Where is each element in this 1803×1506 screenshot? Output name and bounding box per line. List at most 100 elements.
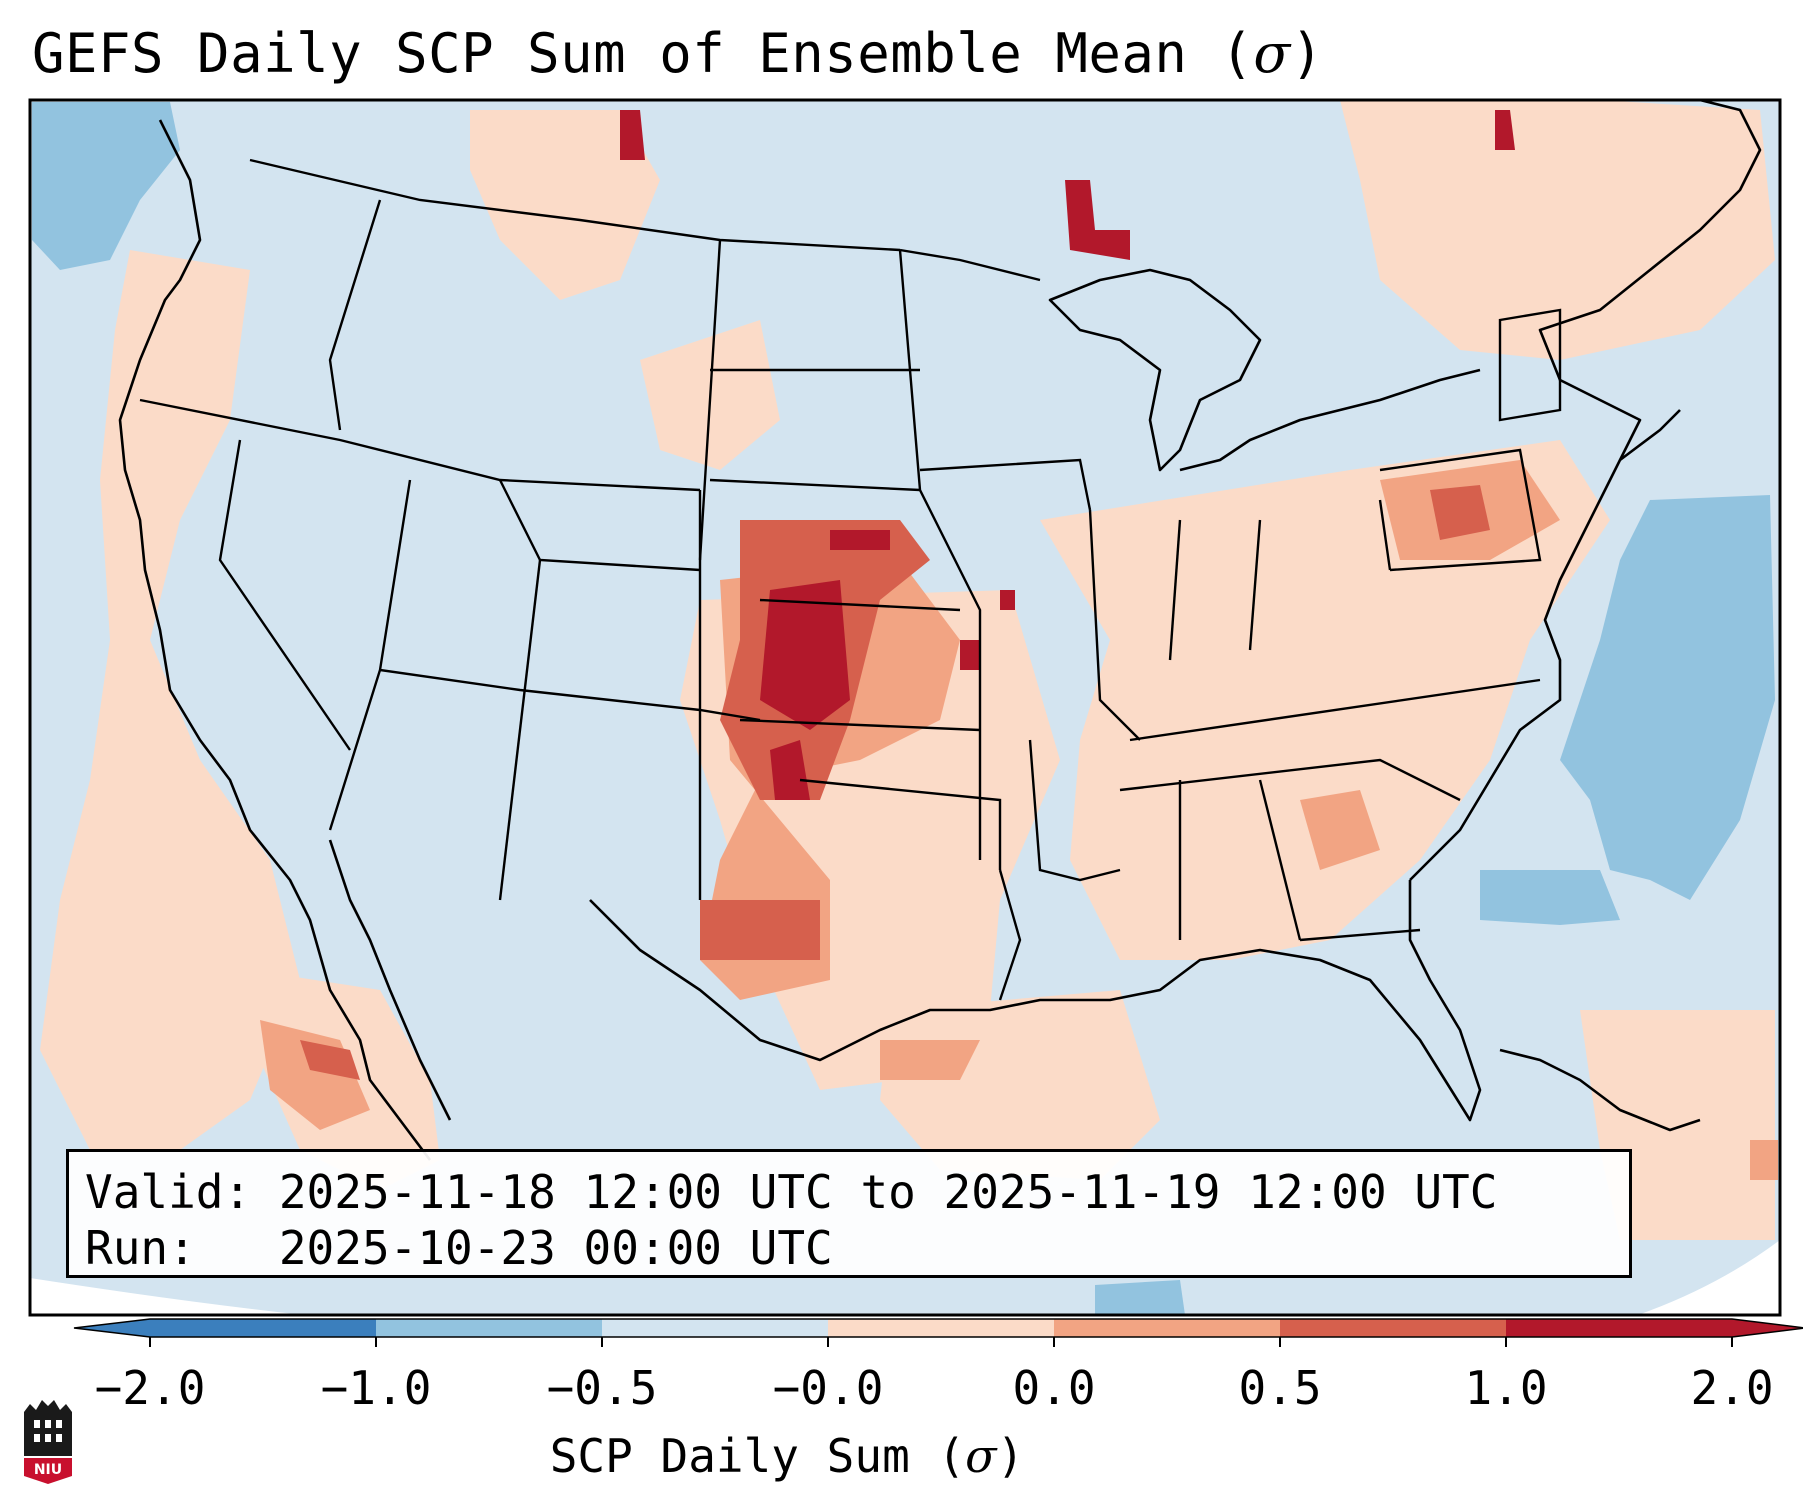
patch-west-coast (40, 250, 300, 1150)
patch-missouri-core-2 (1000, 590, 1015, 610)
niu-logo: NIU (24, 1400, 72, 1484)
four-corners-line (379, 668, 761, 722)
ia-north (919, 458, 1092, 511)
patch-missouri-core (960, 640, 980, 670)
colorbar-label: SCP Daily Sum (σ) (550, 1428, 1025, 1484)
patch-alberta-core (620, 110, 645, 160)
run-line: Run: 2025-10-23 00:00 UTC (85, 1221, 833, 1275)
colorbar-segment (1280, 1319, 1507, 1337)
ks-ok-line (739, 718, 981, 732)
patch-caribbean (1095, 1280, 1185, 1315)
tick-label: 0.5 (1238, 1361, 1322, 1415)
indiana-line (1168, 519, 1182, 661)
valid-line: Valid: 2025-11-18 12:00 UTC to 2025-11-1… (85, 1165, 1498, 1219)
tick-label: 2.0 (1690, 1361, 1774, 1415)
colorbar-label-close: ) (996, 1429, 1025, 1483)
patch-quebec-core (1495, 110, 1515, 150)
cuba-outline (1499, 1048, 1701, 1132)
patch-northeast-canada (1340, 100, 1775, 360)
colorbar (73, 1318, 1803, 1347)
patch-atlantic (1560, 495, 1775, 900)
tick-label: −0.0 (772, 1361, 884, 1415)
patch-sonora (260, 1020, 370, 1130)
colorbar-ticks (149, 1337, 1733, 1347)
chart-title: GEFS Daily SCP Sum of Ensemble Mean (σ) (32, 22, 1324, 86)
patch-gulf (880, 990, 1160, 1180)
patch-caribbean-small (1750, 1140, 1778, 1180)
patch-montana (470, 110, 660, 300)
map-frame (28, 98, 1782, 1317)
dakota-west (698, 239, 722, 561)
colorbar-segment (150, 1319, 377, 1337)
patch-sonora-core (300, 1040, 360, 1080)
state-boundaries (139, 158, 1562, 1001)
al-ga-line (1258, 779, 1302, 941)
idaho-west (328, 199, 382, 431)
tn-nc-north (1129, 678, 1541, 742)
patch-texas-coast (880, 1040, 980, 1080)
patch-georgia (1300, 790, 1380, 870)
colorbar-segment (376, 1319, 603, 1337)
pa-west (1378, 499, 1392, 571)
patch-atlantic-south (1480, 870, 1620, 925)
new-england-box (1498, 308, 1562, 422)
ohio-line (1248, 519, 1262, 651)
patch-ontario-core (1065, 180, 1130, 260)
colorbar-label-text: SCP Daily Sum ( (549, 1429, 966, 1483)
tick-label: −1.0 (320, 1361, 432, 1415)
pacific-coastline (118, 119, 432, 1161)
ok-tx-line (799, 778, 1002, 870)
title-close: ) (1290, 22, 1324, 85)
patch-pacific-nw (32, 102, 180, 270)
tick-label: −2.0 (94, 1361, 206, 1415)
colorbar-extend-max (1732, 1319, 1803, 1337)
nevada-border (218, 439, 351, 751)
validity-info-box: Valid: 2025-11-18 12:00 UTC to 2025-11-1… (66, 1149, 1632, 1278)
northeast-coastline (1538, 100, 1762, 461)
patch-pa-core (1430, 485, 1490, 540)
patch-west-texas (700, 900, 820, 960)
canada-border-west (249, 158, 901, 252)
patch-east (1040, 440, 1610, 960)
logo-badge (24, 1458, 72, 1484)
colorbar-segment (1054, 1319, 1281, 1337)
baja-east-coast (328, 839, 452, 1121)
ne-ks-line (759, 598, 961, 612)
tick-label: 1.0 (1464, 1361, 1548, 1415)
great-lakes-upper (1048, 268, 1262, 472)
arkansas-line (1028, 739, 1121, 882)
title-text: GEFS Daily SCP Sum of Ensemble Mean ( (32, 22, 1254, 85)
patch-kansas-core (760, 580, 850, 730)
map-panel (30, 100, 1780, 1315)
sd-ne-line (709, 478, 921, 492)
gulf-coastline (589, 880, 1482, 1122)
colorbar-extend-min (74, 1319, 150, 1337)
positive-anomaly-max (620, 110, 1515, 800)
tn-south (1119, 758, 1461, 802)
fl-north (1299, 928, 1421, 942)
pennsylvania-box (1379, 448, 1542, 572)
tick-label: 0.0 (1012, 1361, 1096, 1415)
colorbar-label-sigma: σ (965, 1429, 997, 1483)
illinois-line (1088, 509, 1141, 741)
projection-edge-right (1637, 1240, 1780, 1315)
colorbar-segment (602, 1319, 829, 1337)
great-lakes-lower (1179, 368, 1481, 472)
louisiana-west (998, 869, 1022, 1001)
nevada-north-line (139, 398, 701, 492)
tick-label: −0.5 (546, 1361, 658, 1415)
canada-border-central (899, 248, 1041, 282)
patch-nebraska-core (830, 530, 890, 550)
colorbar-segment (828, 1319, 1055, 1337)
logo-building-icon (34, 1420, 62, 1442)
colorbar-segment (1506, 1319, 1733, 1337)
coastlines (118, 100, 1762, 1161)
logo-text: NIU (34, 1462, 62, 1478)
mn-ia-mo-west (898, 249, 982, 860)
title-sigma: σ (1253, 22, 1291, 85)
colorbar-segments (150, 1319, 1733, 1337)
patch-panhandle-core (770, 740, 810, 800)
arizona-nm-line (498, 559, 542, 901)
projection-edge-left (30, 1278, 305, 1315)
